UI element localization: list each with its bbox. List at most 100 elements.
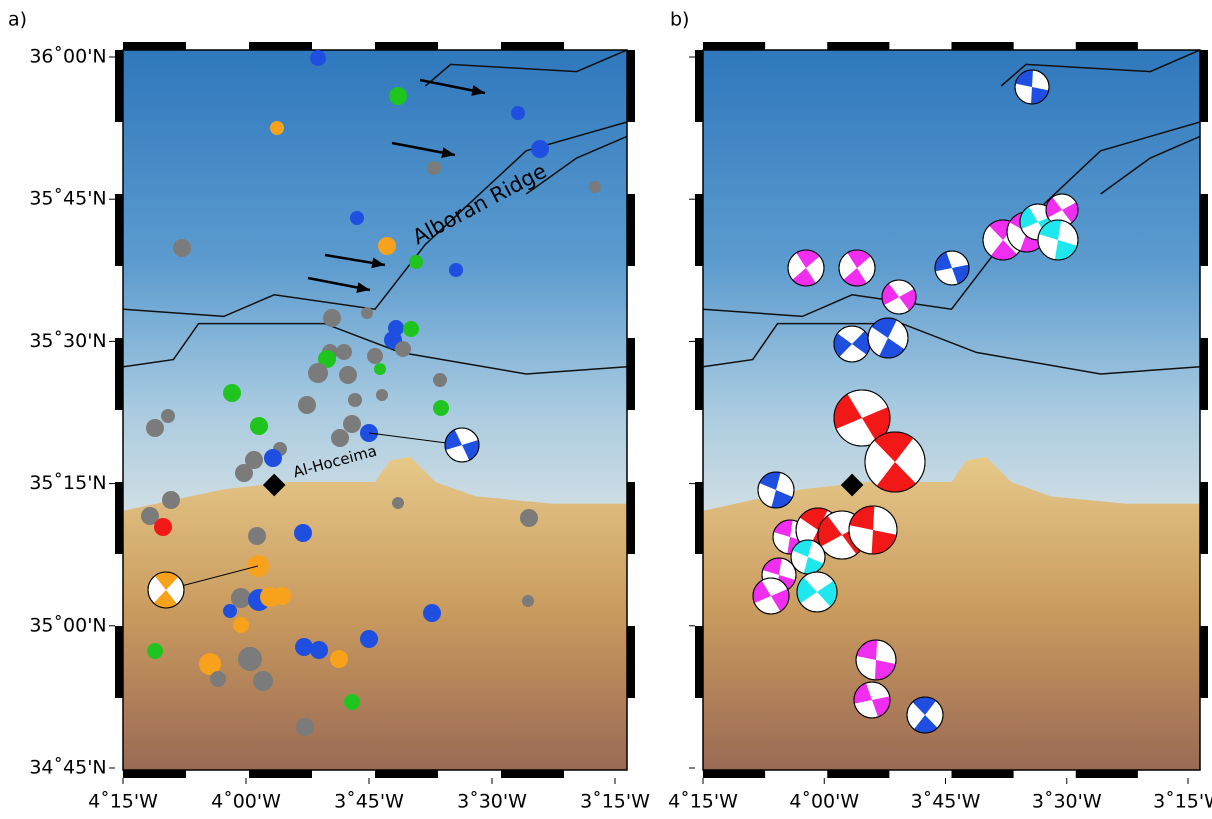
frame-segment [1200,50,1208,122]
frame-segment [115,482,123,554]
frame-segment [1076,42,1138,50]
figure: a) 4˚15'W 4˚00'W 3˚45'W 3˚30'W 3˚15'W 36˚00'N 3… [0,0,1212,815]
panel-label: b) [670,9,689,31]
earthquake [173,239,191,257]
earthquake [231,588,251,608]
earthquake [339,366,357,384]
earthquake [250,417,268,435]
land [123,457,627,770]
frame-segment [695,50,703,122]
earthquake [367,348,383,364]
lon-label: 4˚00'W [789,791,859,813]
earthquake [520,509,538,527]
earthquake [350,211,364,225]
frame-segment [249,42,312,50]
frame-segment [501,42,564,50]
lon-label: 3˚15'W [580,791,650,813]
earthquake [427,161,441,175]
frame-segment [695,626,703,698]
earthquake [161,409,175,423]
earthquake [589,181,601,193]
earthquake [310,641,328,659]
earthquake [423,604,441,622]
lon-label: 3˚45'W [334,791,404,813]
frame-segment [501,770,564,778]
earthquake [531,140,549,158]
lat-label: 35˚15'N [29,472,106,494]
frame-segment [1076,770,1138,778]
earthquake [154,518,172,536]
frame-segment [952,770,1014,778]
panel-label: a) [8,9,27,31]
earthquake [233,617,249,633]
frame-segment [115,194,123,266]
earthquake [392,497,404,509]
earthquake [310,50,326,66]
frame-segment [703,770,765,778]
lon-label: 4˚15'W [668,791,738,813]
lat-label: 35˚45'N [29,188,106,210]
frame-segment [627,50,635,122]
frame-segment [695,194,703,266]
earthquake [360,630,378,648]
earthquake [308,363,328,383]
earthquake [344,694,360,710]
earthquake [296,718,314,736]
frame-segment [1200,194,1208,266]
frame-segment [1200,482,1208,554]
lat-label: 36˚00'N [29,46,106,68]
earthquake [146,419,164,437]
earthquake [361,307,373,319]
earthquake [295,638,313,656]
frame-segment [827,770,889,778]
frame-segment [695,482,703,554]
earthquake [273,587,291,605]
earthquake [248,527,266,545]
frame-segment [123,42,186,50]
frame-segment [115,626,123,698]
frame-segment [1200,338,1208,410]
earthquake [235,464,253,482]
earthquake [298,396,316,414]
frame-segment [627,482,635,554]
earthquake [147,643,163,659]
frame-segment [703,42,765,50]
earthquake [223,384,241,402]
earthquake [511,106,525,120]
earthquake [253,671,273,691]
lat-label: 34˚45'N [29,757,106,779]
earthquake [238,647,262,671]
earthquake [395,341,411,357]
frame-segment [123,770,186,778]
earthquake [433,373,447,387]
lon-label: 3˚45'W [911,791,981,813]
frame-segment [375,770,438,778]
earthquake [323,309,341,327]
earthquake [389,87,407,105]
frame-segment [1200,626,1208,698]
lat-label: 35˚30'N [29,330,106,352]
earthquake [162,491,180,509]
earthquake [374,363,386,375]
frame-segment [627,626,635,698]
earthquake [348,393,362,407]
frame-segment [115,338,123,410]
lon-label: 4˚00'W [211,791,281,813]
earthquake [330,650,348,668]
frame-segment [827,42,889,50]
earthquake [378,237,396,255]
frame-segment [952,42,1014,50]
earthquake [331,429,349,447]
earthquake [522,595,534,607]
frame-segment [695,338,703,410]
earthquake [343,415,361,433]
frame-segment [375,42,438,50]
earthquake [210,671,226,687]
lon-label: 3˚30'W [457,791,527,813]
frame-segment [249,770,312,778]
earthquake [409,255,423,269]
earthquake [336,344,352,360]
lat-label: 35˚00'N [29,614,106,636]
frame-segment [115,50,123,122]
lon-label: 3˚15'W [1153,791,1212,813]
